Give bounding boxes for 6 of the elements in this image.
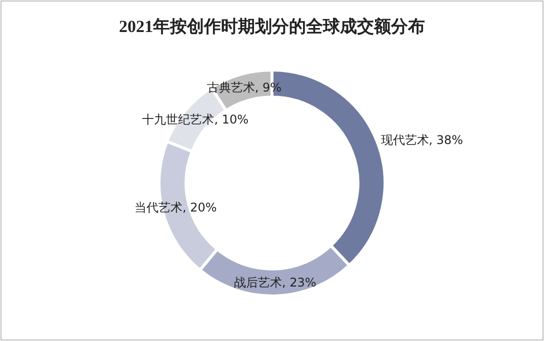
slice-label: 十九世纪艺术, 10%	[142, 112, 249, 127]
chart-title: 2021年按创作时期划分的全球成交额分布	[119, 17, 425, 36]
slice-label: 现代艺术, 38%	[380, 132, 464, 147]
slice-label: 战后艺术, 23%	[234, 275, 316, 290]
slice-label: 古典艺术, 9%	[206, 80, 282, 95]
slice-label: 当代艺术, 20%	[134, 200, 217, 215]
